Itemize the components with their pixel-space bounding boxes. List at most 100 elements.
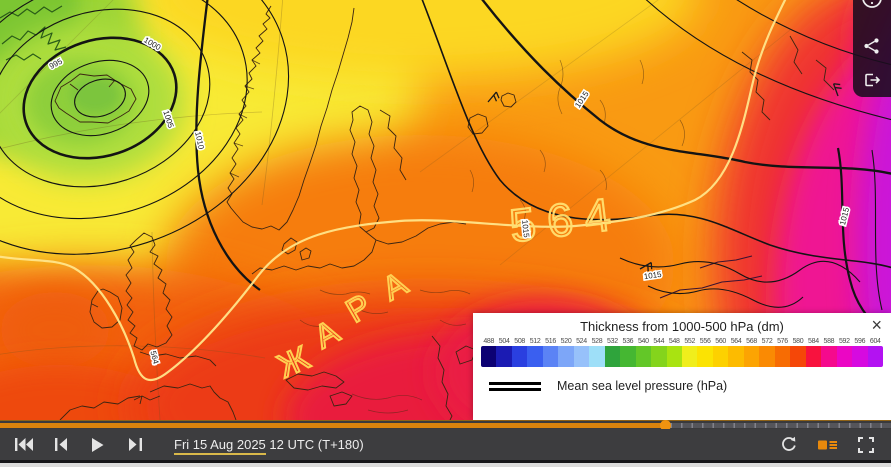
play-button[interactable] (86, 437, 110, 453)
baltic-coast (251, 221, 467, 275)
colorbar-cell (651, 346, 667, 367)
legend-tick: 560 (715, 338, 727, 345)
colorbar-cell (852, 346, 868, 367)
legend-colorbar (481, 346, 883, 367)
playback-controls: Fri 15 Aug 2025 12 UTC (T+180) (0, 429, 891, 460)
colorbar-cell (867, 346, 883, 367)
legend-tick-labels: 488 504 508 512 516 520 524 528 532 536 540 544 548 5… (481, 338, 883, 345)
colorbar-cell (681, 346, 698, 367)
legend-tick: 556 (699, 338, 711, 345)
legend-tick: 596 (854, 338, 866, 345)
colorbar-cell (527, 346, 543, 367)
legend-tick: 508 (514, 338, 526, 345)
colorbar-cell (759, 346, 775, 367)
share-icon (864, 38, 879, 54)
skip-to-start-button[interactable] (12, 437, 36, 453)
britain-coast (125, 232, 173, 351)
bothnia-coast (349, 105, 380, 233)
valid-time-offset: 12 UTC (T+180) (265, 437, 364, 452)
legend-toggle-button[interactable] (814, 435, 840, 455)
colorbar-cell (573, 346, 590, 367)
colorbar-cell (558, 346, 574, 367)
colorbar-cell (635, 346, 652, 367)
coastlines (0, 5, 835, 420)
isobar-1010 (195, 0, 261, 291)
legend-tick: 528 (591, 338, 603, 345)
mslp-line-symbol (489, 381, 541, 391)
share-button[interactable] (853, 38, 891, 58)
wind-barbs (487, 83, 842, 272)
isobar-lines (0, 0, 891, 331)
play-icon (92, 437, 104, 452)
lakes (467, 92, 517, 135)
loop-refresh-icon (781, 436, 796, 451)
ireland-coast (89, 288, 123, 329)
legend-panel: Thickness from 1000-500 hPa (dm) × 488 50… (473, 313, 891, 420)
legend-tick: 572 (761, 338, 773, 345)
step-forward-icon (128, 438, 142, 451)
colorbar-cell (743, 346, 760, 367)
legend-tick: 568 (746, 338, 757, 345)
whitesea-coast (741, 35, 835, 121)
legend-tick: 516 (545, 338, 556, 345)
legend-tick: 604 (869, 338, 881, 345)
denmark-coast (281, 237, 312, 261)
timeline-handle[interactable] (659, 420, 671, 431)
bar-bottom-edge (0, 460, 891, 463)
caucasus-coast (659, 255, 763, 299)
finland-coast (379, 109, 407, 181)
legend-tick: 592 (838, 338, 850, 345)
legend-tick: 488 (483, 338, 495, 345)
colorbar-cell (728, 346, 744, 367)
side-toolbar (853, 0, 891, 97)
date-display: Fri 15 Aug 2025 12 UTC (T+180) (174, 437, 364, 455)
step-back-button[interactable] (49, 437, 73, 453)
colorbar-cell (836, 346, 853, 367)
fullscreen-button[interactable] (853, 435, 879, 455)
info-icon (862, 0, 882, 8)
legend-close-button[interactable]: × (871, 315, 882, 335)
open-external-button[interactable] (853, 72, 891, 92)
legend-toggle-icon (817, 440, 837, 449)
legend-tick: 544 (653, 338, 665, 345)
legend-tick: 512 (529, 338, 541, 345)
page-background-strip (0, 463, 891, 467)
legend-tick: 536 (622, 338, 634, 345)
river-border-lines (299, 59, 685, 414)
fjord-lines (229, 59, 261, 178)
colorbar-cell (821, 346, 837, 367)
legend-tick: 524 (576, 338, 587, 345)
step-back-icon (54, 438, 67, 451)
colorbar-cell (666, 346, 682, 367)
open-external-icon (865, 73, 881, 87)
thickness-contour-564 (0, 0, 787, 382)
iceland-coast (54, 73, 137, 124)
pressure-label: 1015 (643, 270, 662, 281)
legend-tick: 580 (792, 338, 804, 345)
legend-tick: 540 (637, 338, 649, 345)
isobar-1015-main (481, 0, 891, 175)
colorbar-cell (697, 346, 713, 367)
colorbar-cell (496, 346, 512, 367)
biscay-coast (59, 395, 141, 420)
info-button[interactable] (853, 0, 891, 16)
channel-coast (133, 351, 237, 420)
colorbar-cell (604, 346, 621, 367)
skip-to-start-icon (15, 438, 33, 451)
legend-tick: 504 (498, 338, 510, 345)
timeline-track[interactable] (0, 420, 891, 431)
step-forward-button[interactable] (123, 437, 147, 453)
valid-date: Fri 15 Aug 2025 (174, 437, 266, 455)
legend-title: Thickness from 1000-500 hPa (dm) (580, 319, 784, 334)
pressure-label: 1015 (520, 219, 531, 238)
colorbar-cell (790, 346, 806, 367)
alps-shapes (285, 371, 353, 407)
timeline-progress (0, 423, 665, 428)
colorbar-cell (712, 346, 729, 367)
legend-tick: 532 (607, 338, 618, 345)
loop-button[interactable] (775, 435, 801, 455)
legend-tick: 576 (777, 338, 788, 345)
legend-tick: 548 (668, 338, 680, 345)
legend-mslp-row: Mean sea level pressure (hPa) (481, 379, 883, 393)
